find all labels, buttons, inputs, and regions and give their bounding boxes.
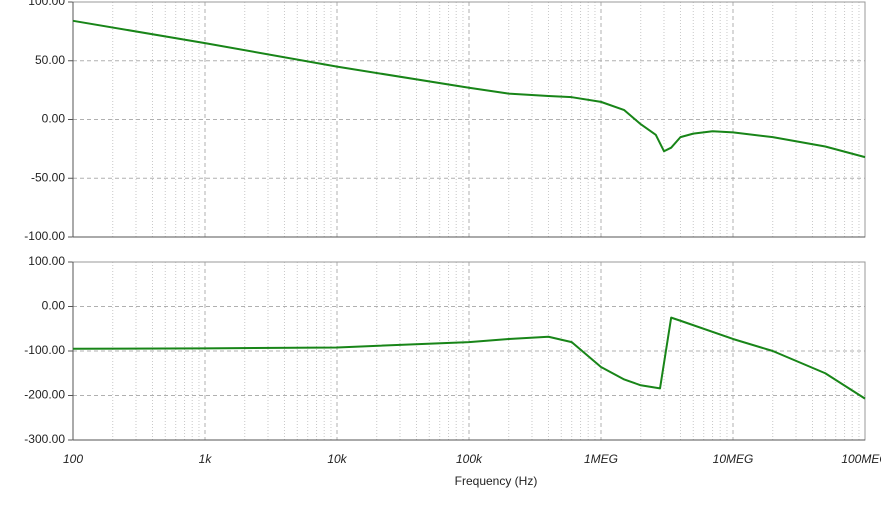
y-tick-label: -50.00 xyxy=(31,170,65,184)
y-tick-label: 0.00 xyxy=(42,299,66,313)
x-tick-label: 1MEG xyxy=(584,452,618,466)
y-tick-label: -300.00 xyxy=(24,432,65,446)
x-tick-label: 100MEG xyxy=(841,452,881,466)
y-tick-label: 100.00 xyxy=(28,254,65,268)
x-tick-label: 1k xyxy=(199,452,213,466)
data-line xyxy=(72,316,866,400)
x-tick-label: 100 xyxy=(63,452,83,466)
y-tick-label: -100.00 xyxy=(24,229,65,243)
y-tick-label: 50.00 xyxy=(35,53,65,67)
data-line xyxy=(72,19,866,159)
x-axis-label: Frequency (Hz) xyxy=(455,474,538,488)
x-tick-label: 10k xyxy=(327,452,347,466)
y-tick-label: 100.00 xyxy=(28,0,65,8)
x-tick-label: 10MEG xyxy=(713,452,754,466)
y-tick-label: -100.00 xyxy=(24,343,65,357)
x-tick-label: 100k xyxy=(456,452,483,466)
y-tick-label: 0.00 xyxy=(42,112,66,126)
y-tick-label: -200.00 xyxy=(24,388,65,402)
